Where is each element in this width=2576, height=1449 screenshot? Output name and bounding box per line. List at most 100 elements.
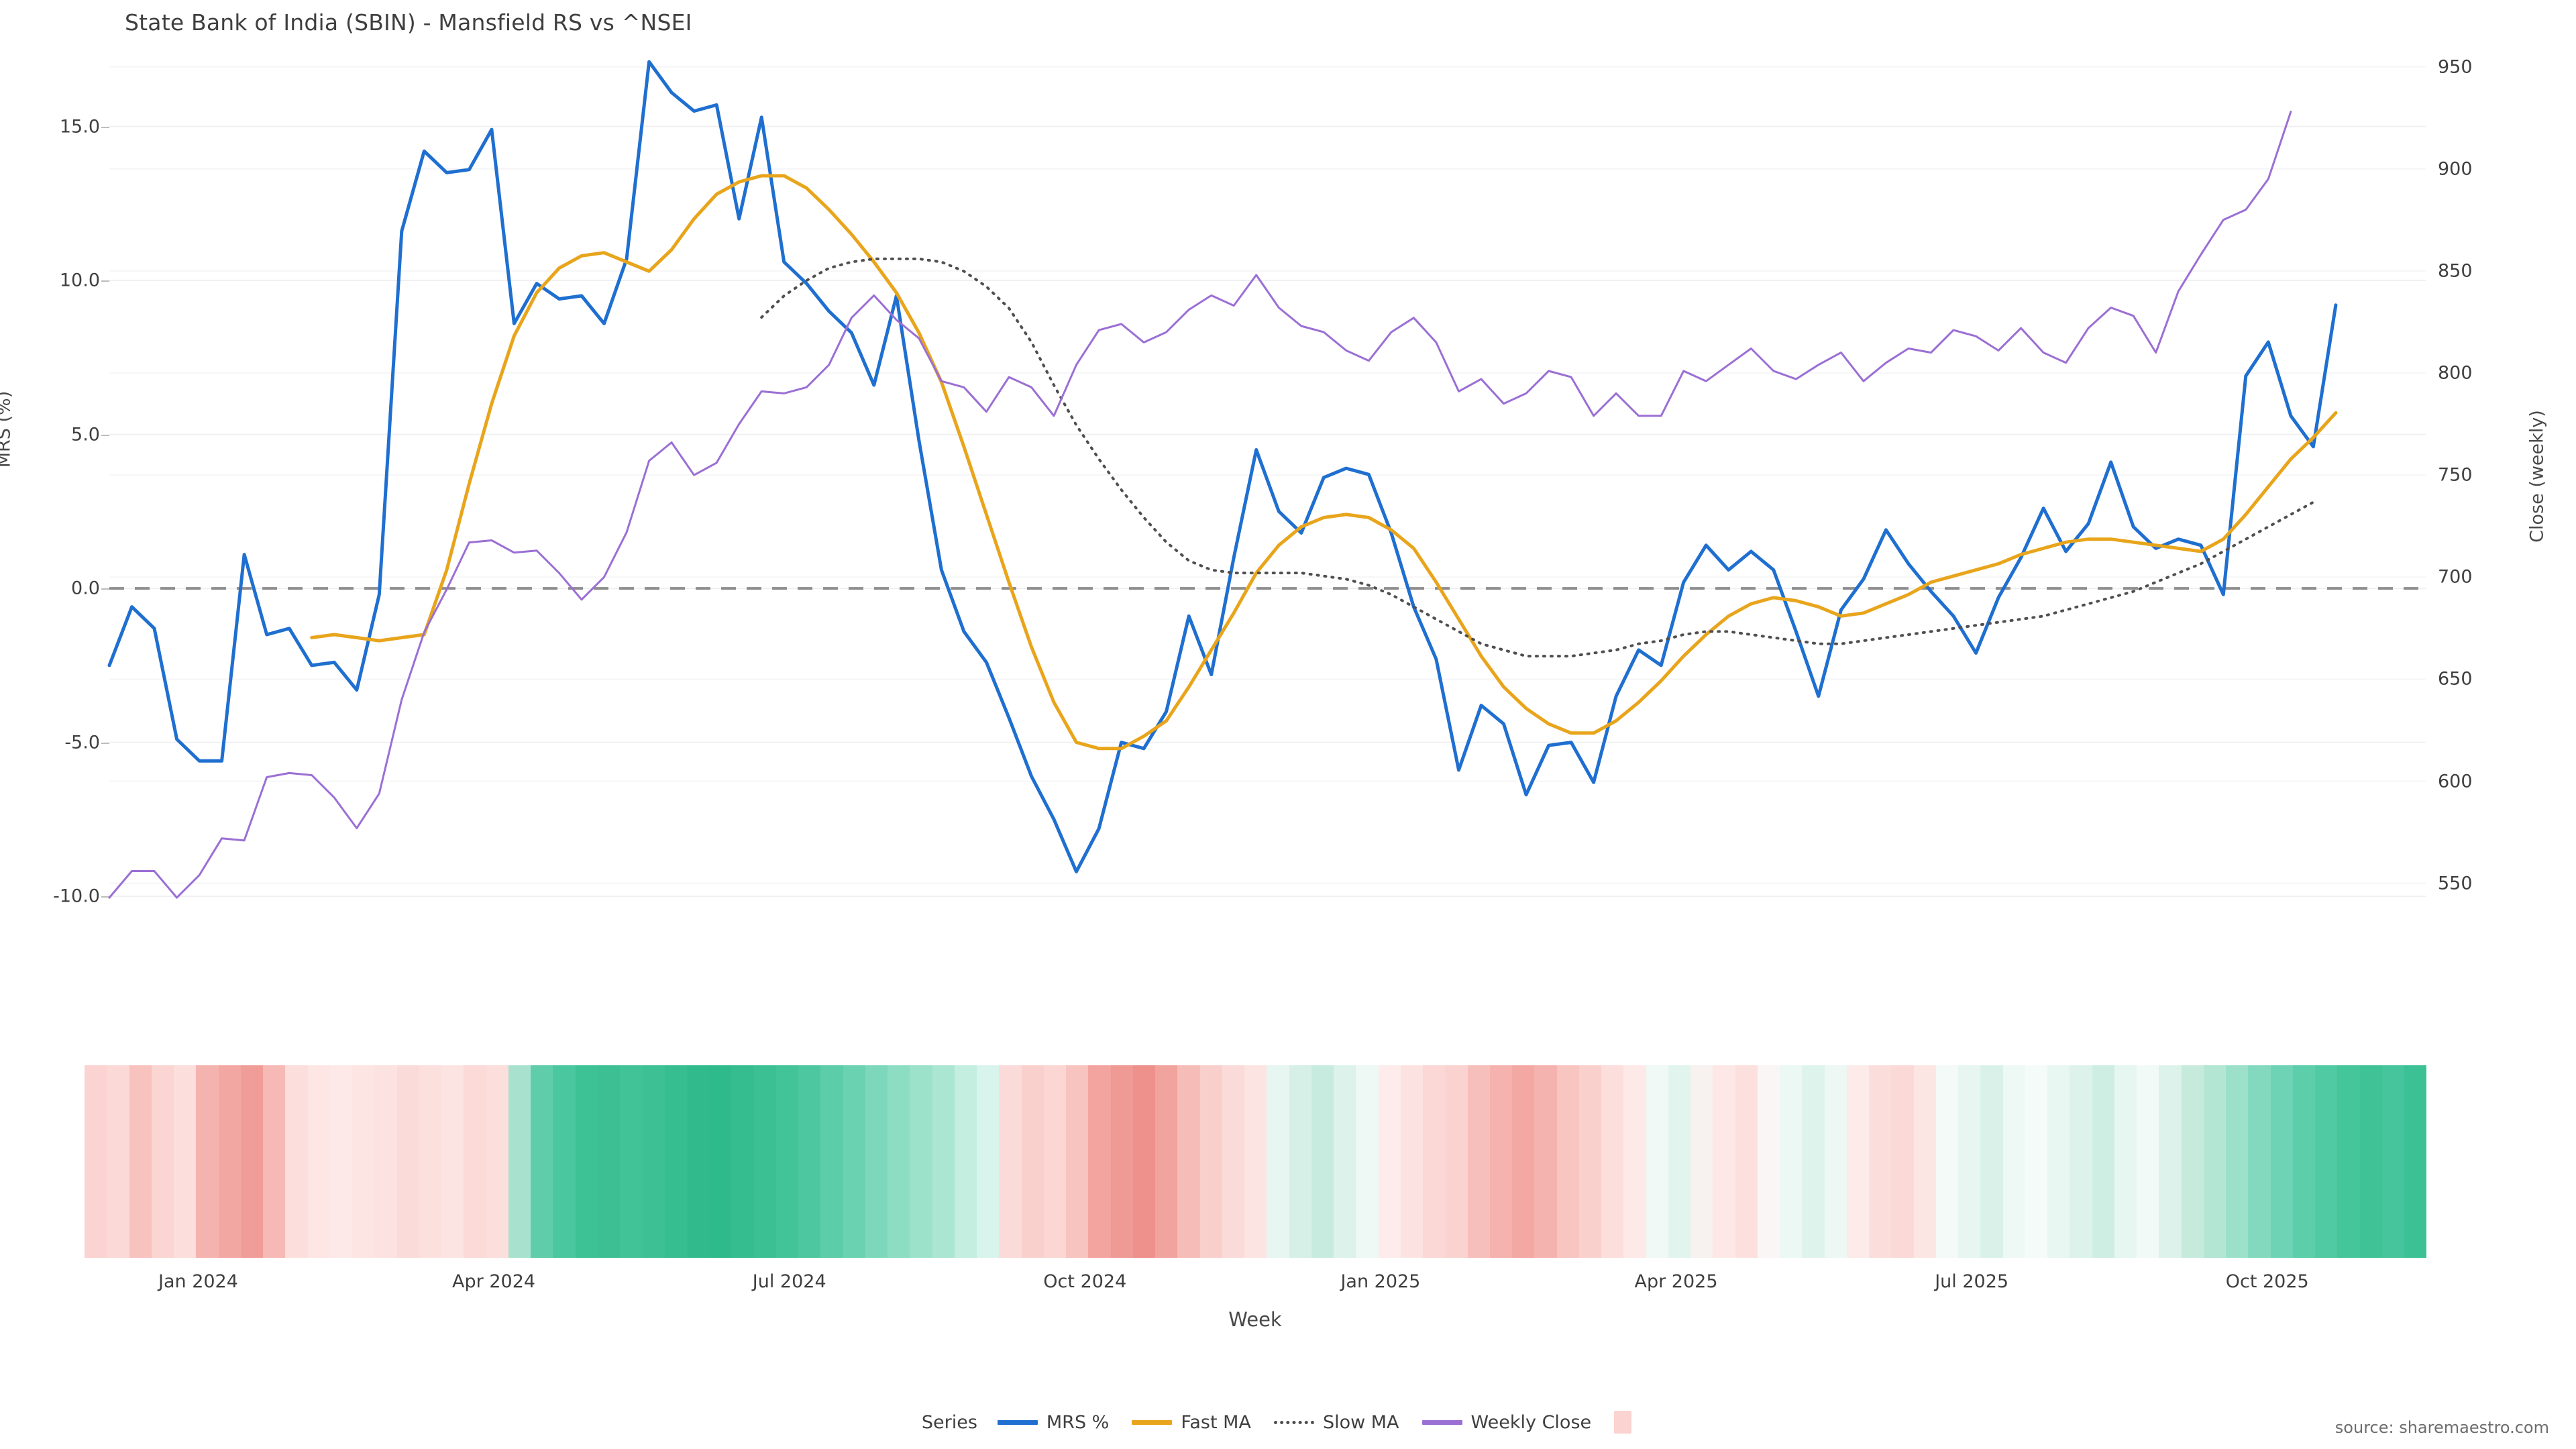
- heatmap-cell: [1958, 1065, 1981, 1258]
- legend-label: MRS %: [1046, 1411, 1110, 1433]
- heatmap-cell: [1311, 1065, 1334, 1258]
- heatmap-cell: [2137, 1065, 2159, 1258]
- heatmap-cell: [1668, 1065, 1690, 1258]
- page-title: State Bank of India (SBIN) - Mansfield R…: [125, 9, 692, 36]
- y-tick-mark-left: [101, 742, 109, 744]
- legend-item-slow-ma[interactable]: Slow MA: [1273, 1412, 1399, 1433]
- y-tick-left: -10.0: [53, 885, 100, 907]
- heatmap-cell: [1935, 1065, 1958, 1258]
- heatmap-cell: [2315, 1065, 2338, 1258]
- heatmap-cell: [419, 1065, 441, 1258]
- heatmap-cell: [553, 1065, 576, 1258]
- heatmap-cell: [1132, 1065, 1155, 1258]
- series-line-mrs: [107, 60, 2338, 873]
- heatmap-cell: [1088, 1065, 1111, 1258]
- relative-strength-heatmap: [85, 1065, 2426, 1258]
- heatmap-cell: [1869, 1065, 1892, 1258]
- y-tick-right: 850: [2438, 260, 2473, 282]
- heatmap-cell: [1199, 1065, 1222, 1258]
- legend-item-mrs[interactable]: MRS %: [997, 1411, 1110, 1433]
- heatmap-cell: [2337, 1065, 2360, 1258]
- heatmap-cell: [910, 1065, 932, 1258]
- heatmap-cell: [686, 1065, 709, 1258]
- heatmap-cell: [642, 1065, 665, 1258]
- heatmap-cell: [888, 1065, 910, 1258]
- heatmap-cell: [307, 1065, 330, 1258]
- y-tick-left: 0.0: [71, 578, 100, 599]
- heatmap-cell: [1802, 1065, 1825, 1258]
- heatmap-cell: [1021, 1065, 1044, 1258]
- heatmap-cell: [2092, 1065, 2114, 1258]
- heatmap-cell: [1757, 1065, 1780, 1258]
- heatmap-cell: [2114, 1065, 2137, 1258]
- legend-item-weekly-close[interactable]: Weekly Close: [1421, 1411, 1592, 1433]
- heatmap-cell: [954, 1065, 977, 1258]
- legend-label: Weekly Close: [1470, 1411, 1592, 1433]
- heatmap-cell: [1155, 1065, 1178, 1258]
- heatmap-cell: [620, 1065, 643, 1258]
- heatmap-cell: [218, 1065, 241, 1258]
- heatmap-cell: [1445, 1065, 1468, 1258]
- legend-swatch-icon: [1273, 1420, 1314, 1424]
- x-tick: Jul 2024: [752, 1271, 826, 1292]
- y-tick-right: 550: [2438, 873, 2473, 894]
- plot-svg: [107, 60, 2426, 899]
- heatmap-cell: [1690, 1065, 1713, 1258]
- heatmap-cell: [352, 1065, 375, 1258]
- heatmap-cell: [2248, 1065, 2271, 1258]
- y-tick-left: 5.0: [71, 424, 100, 445]
- plot-area: [107, 40, 2426, 943]
- heatmap-cell: [464, 1065, 486, 1258]
- heatmap-cell: [1489, 1065, 1512, 1258]
- heatmap-cell: [2226, 1065, 2249, 1258]
- y-axis-right-label: Close (weekly): [2526, 410, 2548, 543]
- heatmap-cell: [820, 1065, 843, 1258]
- heatmap-cell: [1467, 1065, 1490, 1258]
- heatmap-cell: [151, 1065, 174, 1258]
- y-tick-mark-left: [101, 896, 109, 898]
- y-tick-right: 900: [2438, 158, 2473, 180]
- y-tick-right: 600: [2438, 771, 2473, 792]
- heatmap-cell: [575, 1065, 598, 1258]
- heatmap-cell: [263, 1065, 286, 1258]
- heatmap-cell: [1378, 1065, 1401, 1258]
- heatmap-cell: [85, 1065, 107, 1258]
- y-tick-mark-left: [101, 126, 109, 128]
- y-tick-mark-left: [101, 280, 109, 282]
- legend-swatch-icon: [997, 1419, 1038, 1425]
- heatmap-cell: [196, 1065, 219, 1258]
- heatmap-cell: [1334, 1065, 1356, 1258]
- heatmap-cell: [329, 1065, 352, 1258]
- legend-swatch-icon: [1132, 1419, 1173, 1425]
- series-line-weekly-close: [108, 111, 2292, 899]
- heatmap-cell: [285, 1065, 308, 1258]
- heatmap-cell: [1177, 1065, 1200, 1258]
- heatmap-cell: [2292, 1065, 2315, 1258]
- heatmap-cell: [1891, 1065, 1914, 1258]
- heatmap-cell: [531, 1065, 553, 1258]
- heatmap-cell: [1623, 1065, 1646, 1258]
- heatmap-cell: [1289, 1065, 1311, 1258]
- legend-label: Fast MA: [1181, 1411, 1251, 1433]
- legend-title: Series: [921, 1411, 977, 1433]
- heatmap-cell: [486, 1065, 508, 1258]
- heatmap-cell: [1356, 1065, 1379, 1258]
- heatmap-cell: [1423, 1065, 1446, 1258]
- heatmap-cell: [2025, 1065, 2047, 1258]
- heatmap-cell: [1713, 1065, 1735, 1258]
- legend-item-fast-ma[interactable]: Fast MA: [1132, 1412, 1251, 1433]
- y-tick-mark-left: [101, 588, 109, 590]
- heatmap-cell: [709, 1065, 732, 1258]
- x-tick: Jan 2024: [158, 1271, 238, 1292]
- source-note: source: sharemaestro.com: [2334, 1418, 2549, 1437]
- heatmap-cell: [174, 1065, 197, 1258]
- heatmap-cell: [1222, 1065, 1244, 1258]
- heatmap-cell: [775, 1065, 798, 1258]
- heatmap-cell: [865, 1065, 888, 1258]
- heatmap-cell: [2181, 1065, 2204, 1258]
- legend-item-heatmap-patch[interactable]: [1614, 1411, 1632, 1434]
- heatmap-cell: [129, 1065, 152, 1258]
- heatmap-cell: [1913, 1065, 1936, 1258]
- y-tick-right: 750: [2438, 464, 2473, 486]
